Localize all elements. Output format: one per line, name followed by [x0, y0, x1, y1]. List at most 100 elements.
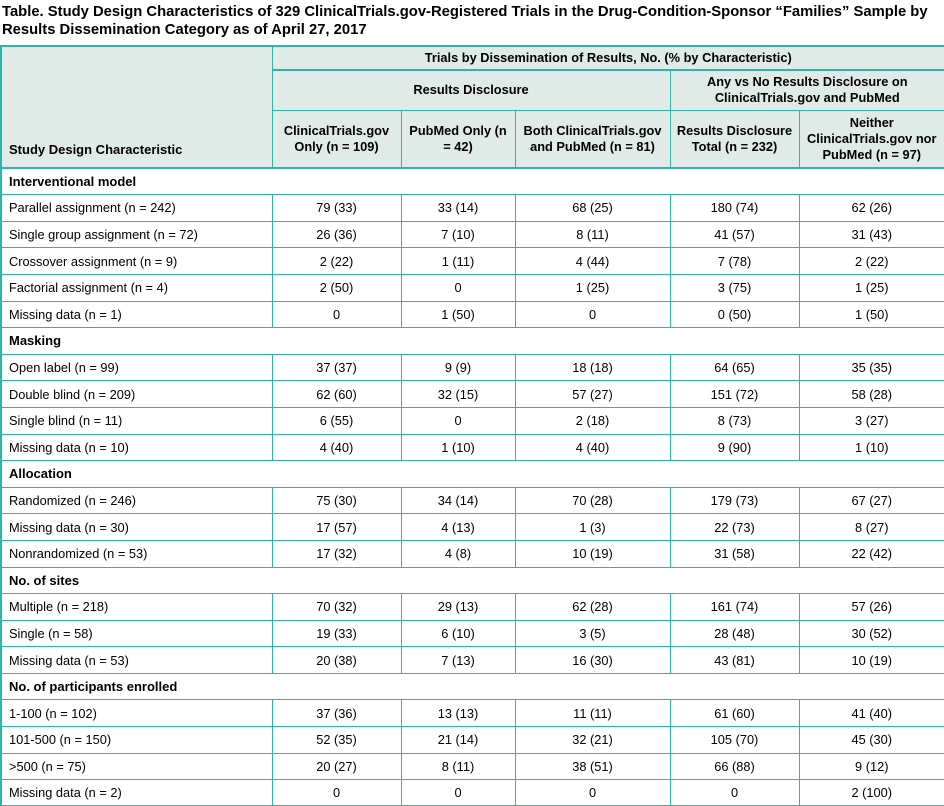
- data-cell: 2 (100): [798, 779, 944, 806]
- data-cell: 33 (14): [400, 194, 516, 222]
- row-label-header: Study Design Characteristic: [0, 45, 273, 170]
- row-label: Factorial assignment (n = 4): [0, 273, 273, 302]
- study-design-table: Study Design Characteristic Trials by Di…: [0, 45, 944, 806]
- table-title: Table. Study Design Characteristics of 3…: [2, 4, 928, 39]
- data-cell: 70 (32): [271, 593, 402, 621]
- data-cell: 0: [271, 779, 402, 806]
- data-cell: 64 (65): [669, 353, 800, 382]
- data-cell: 3 (27): [798, 406, 944, 435]
- data-cell: 32 (21): [514, 726, 671, 754]
- data-cell: 32 (15): [400, 380, 516, 408]
- data-cell: 105 (70): [669, 726, 800, 754]
- row-label: Single group assignment (n = 72): [0, 220, 273, 249]
- data-cell: 29 (13): [400, 593, 516, 621]
- data-cell: 0: [400, 273, 516, 302]
- column-header-both: Both ClinicalTrials.gov and PubMed (n = …: [514, 109, 671, 170]
- row-label: >500 (n = 75): [0, 752, 273, 781]
- table-row: Missing data (n = 10) 4 (40) 1 (10) 4 (40) 9…: [0, 433, 944, 462]
- top-spanner-header: Trials by Dissemination of Results, No. …: [271, 45, 944, 72]
- data-cell: 13 (13): [400, 699, 516, 728]
- table-row: Factorial assignment (n = 4) 2 (50) 0 1 (25…: [0, 273, 944, 302]
- row-label: Missing data (n = 10): [0, 433, 273, 462]
- data-cell: 67 (27): [798, 486, 944, 515]
- data-cell: 161 (74): [669, 593, 800, 621]
- section-header-label: No. of participants enrolled: [0, 672, 944, 701]
- data-cell: 28 (48): [669, 619, 800, 648]
- data-cell: 1 (25): [514, 273, 671, 302]
- data-cell: 4 (8): [400, 539, 516, 568]
- data-cell: 68 (25): [514, 194, 671, 222]
- row-label: Missing data (n = 1): [0, 300, 273, 329]
- data-cell: 6 (10): [400, 619, 516, 648]
- data-cell: 1 (50): [798, 300, 944, 329]
- data-cell: 1 (11): [400, 247, 516, 275]
- section-row: Interventional model: [0, 167, 944, 196]
- column-header-clinicaltrials-only: ClinicalTrials.gov Only (n = 109): [271, 109, 402, 170]
- table-row: 101-500 (n = 150) 52 (35) 21 (14) 32 (21) 10…: [0, 726, 944, 754]
- section-header-label: No. of sites: [0, 566, 944, 595]
- data-cell: 0 (50): [669, 300, 800, 329]
- data-cell: 18 (18): [514, 353, 671, 382]
- row-label: 101-500 (n = 150): [0, 726, 273, 754]
- data-cell: 75 (30): [271, 486, 402, 515]
- data-cell: 31 (58): [669, 539, 800, 568]
- data-cell: 37 (37): [271, 353, 402, 382]
- data-cell: 41 (40): [798, 699, 944, 728]
- data-cell: 20 (27): [271, 752, 402, 781]
- data-cell: 8 (11): [400, 752, 516, 781]
- data-cell: 79 (33): [271, 194, 402, 222]
- row-label: Single (n = 58): [0, 619, 273, 648]
- data-cell: 0: [400, 406, 516, 435]
- data-cell: 180 (74): [669, 194, 800, 222]
- data-cell: 7 (78): [669, 247, 800, 275]
- row-label: Double blind (n = 209): [0, 380, 273, 408]
- data-cell: 19 (33): [271, 619, 402, 648]
- data-cell: 45 (30): [798, 726, 944, 754]
- table-row: Missing data (n = 1) 0 1 (50) 0 0 (50) 1 (50): [0, 300, 944, 329]
- data-cell: 0: [514, 779, 671, 806]
- table-row: Parallel assignment (n = 242) 79 (33) 33 (…: [0, 194, 944, 222]
- data-cell: 4 (40): [514, 433, 671, 462]
- group-header-any-vs-no-disclosure: Any vs No Results Disclosure on Clinical…: [669, 69, 944, 111]
- table-row: Missing data (n = 2) 0 0 0 0 2 (100): [0, 779, 944, 806]
- data-cell: 8 (27): [798, 513, 944, 541]
- data-cell: 0: [669, 779, 800, 806]
- section-header-label: Interventional model: [0, 167, 944, 196]
- row-label: Multiple (n = 218): [0, 593, 273, 621]
- section-header-label: Masking: [0, 327, 944, 355]
- table-row: Multiple (n = 218) 70 (32) 29 (13) 62 (28) 1…: [0, 593, 944, 621]
- data-cell: 38 (51): [514, 752, 671, 781]
- table-body: Interventional model Parallel assignment …: [0, 167, 944, 806]
- data-cell: 31 (43): [798, 220, 944, 249]
- row-label: Randomized (n = 246): [0, 486, 273, 515]
- data-cell: 2 (50): [271, 273, 402, 302]
- table-row: Single group assignment (n = 72) 26 (36) 7…: [0, 220, 944, 249]
- data-cell: 2 (22): [271, 247, 402, 275]
- row-label: Missing data (n = 30): [0, 513, 273, 541]
- table-header: Study Design Characteristic Trials by Di…: [0, 45, 944, 170]
- data-cell: 20 (38): [271, 646, 402, 674]
- table-row: Single (n = 58) 19 (33) 6 (10) 3 (5) 28 (48)…: [0, 619, 944, 648]
- data-cell: 179 (73): [669, 486, 800, 515]
- data-cell: 22 (42): [798, 539, 944, 568]
- table-row: 1-100 (n = 102) 37 (36) 13 (13) 11 (11) 61 (…: [0, 699, 944, 728]
- data-cell: 1 (10): [798, 433, 944, 462]
- data-cell: 1 (25): [798, 273, 944, 302]
- data-cell: 7 (13): [400, 646, 516, 674]
- table-row: Nonrandomized (n = 53) 17 (32) 4 (8) 10 (19…: [0, 539, 944, 568]
- data-cell: 4 (40): [271, 433, 402, 462]
- data-cell: 151 (72): [669, 380, 800, 408]
- column-header-pubmed-only: PubMed Only (n = 42): [400, 109, 516, 170]
- section-row: Masking: [0, 327, 944, 355]
- data-cell: 61 (60): [669, 699, 800, 728]
- data-cell: 10 (19): [514, 539, 671, 568]
- section-row: No. of participants enrolled: [0, 672, 944, 701]
- row-label: Crossover assignment (n = 9): [0, 247, 273, 275]
- data-cell: 52 (35): [271, 726, 402, 754]
- data-cell: 62 (28): [514, 593, 671, 621]
- data-cell: 43 (81): [669, 646, 800, 674]
- section-row: Allocation: [0, 460, 944, 488]
- table-row: Crossover assignment (n = 9) 2 (22) 1 (11)…: [0, 247, 944, 275]
- data-cell: 34 (14): [400, 486, 516, 515]
